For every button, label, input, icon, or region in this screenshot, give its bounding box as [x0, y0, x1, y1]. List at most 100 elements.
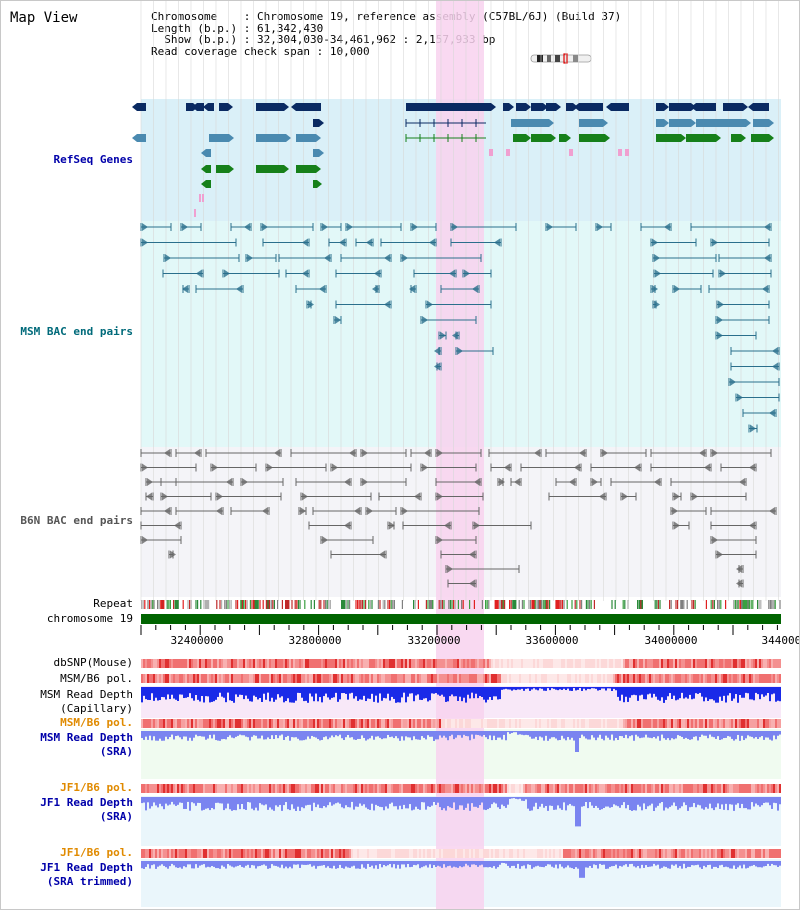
bac-end-pair — [716, 300, 770, 309]
gene-exon — [313, 149, 319, 157]
gene-exon — [313, 119, 319, 127]
bac-end-pair — [140, 521, 182, 530]
axis-tick-label: 33200000 — [407, 634, 461, 647]
gene-exon — [137, 103, 146, 111]
bac-end-pair — [222, 269, 280, 278]
bac-end-pair — [413, 269, 457, 278]
gene-exon — [511, 119, 549, 127]
b6n-bac-pairs — [140, 449, 777, 588]
bac-end-pair — [345, 223, 402, 231]
bac-end-pair — [210, 463, 257, 472]
bac-end-pair — [410, 449, 432, 457]
show-label: Show (b.p.) — [164, 33, 238, 46]
msm-bac-pairs — [140, 223, 780, 433]
coverage-value: 10,000 — [329, 44, 370, 58]
bac-end-pair — [434, 347, 442, 355]
gene-exon — [206, 149, 211, 157]
bac-end-pair — [145, 492, 154, 501]
gene-exon — [656, 134, 681, 142]
bac-end-pair — [195, 285, 244, 293]
position-axis — [140, 625, 778, 635]
bac-end-pair — [140, 238, 237, 247]
bac-end-pair — [497, 478, 505, 486]
axis-tick-label: 32400000 — [170, 634, 224, 647]
bac-end-pair — [330, 463, 412, 472]
gene-exon — [723, 103, 743, 111]
chromosome-label: Chromosome — [151, 10, 218, 23]
gene-exon — [256, 134, 286, 142]
gene-exon — [753, 119, 769, 127]
window-title: Map View — [10, 10, 78, 26]
gene-exon — [503, 103, 509, 111]
gene-exon — [256, 103, 284, 111]
bac-end-pair — [545, 223, 577, 231]
bac-end-pair — [730, 347, 780, 355]
bac-end-pair — [360, 449, 407, 457]
gene-exon — [531, 134, 551, 142]
gene-exon — [546, 103, 556, 111]
gene-exon — [579, 103, 603, 111]
chromosome-track-label: chromosome 19 — [46, 612, 133, 625]
repeat-track-label: Repeat — [93, 597, 133, 610]
bac-end-pair — [295, 478, 352, 486]
gene-exon — [296, 165, 316, 173]
bac-end-pair — [490, 463, 512, 472]
bac-end-pair — [710, 507, 777, 515]
refseq-genes — [132, 103, 774, 217]
bac-end-pair — [330, 550, 387, 559]
bac-end-pair — [710, 238, 770, 247]
b6n-bac-track-label[interactable]: B6N BAC end pairs — [20, 514, 133, 527]
bac-end-pair — [445, 565, 520, 573]
bac-end-pair — [670, 478, 747, 486]
gene-exon — [566, 103, 573, 111]
bac-end-pair — [140, 449, 172, 457]
gene-exon — [256, 165, 284, 173]
bac-end-pair — [748, 424, 758, 433]
bac-end-pair — [435, 536, 477, 544]
bac-end-pair — [160, 492, 212, 501]
bac-end-pair — [690, 223, 772, 231]
bac-end-pair — [710, 449, 772, 457]
bac-end-pair — [140, 507, 172, 515]
bac-end-pair — [620, 492, 637, 501]
bac-end-pair — [175, 449, 202, 457]
bac-end-pair — [308, 521, 352, 530]
bac-end-pair — [140, 223, 172, 231]
bac-end-pair — [320, 536, 374, 544]
bac-end-pair — [140, 463, 197, 472]
bac-end-pair — [600, 449, 647, 457]
repeat-track — [141, 600, 781, 609]
msm-bac-track-label[interactable]: MSM BAC end pairs — [20, 325, 133, 338]
bac-end-pair — [735, 393, 780, 402]
bac-end-pair — [653, 269, 714, 278]
bac-end-pair — [736, 579, 744, 588]
bac-end-pair — [260, 223, 314, 231]
bac-end-pair — [409, 285, 417, 293]
bac-end-pair — [162, 269, 204, 278]
bac-end-pair — [450, 223, 517, 231]
msm-b6-pol-label: MSM/B6 pol. — [60, 672, 133, 685]
gene-exon — [696, 103, 716, 111]
bac-end-pair — [715, 331, 757, 340]
bac-end-pair — [672, 285, 702, 293]
bac-end-pair — [650, 463, 712, 472]
bac-end-pair — [728, 378, 780, 386]
bac-end-pair — [410, 223, 437, 231]
bac-end-pair — [372, 285, 380, 293]
bac-end-pair — [175, 507, 224, 515]
bac-end-pair — [590, 463, 642, 472]
refseq-track-label[interactable]: RefSeq Genes — [53, 153, 133, 166]
axis-tick-label: 34400000 — [761, 634, 800, 647]
bac-end-pair — [715, 550, 757, 559]
bac-end-pair — [205, 449, 282, 457]
gene-exon — [513, 134, 526, 142]
bac-end-pair — [650, 285, 658, 293]
bac-end-pair — [718, 269, 772, 278]
bac-end-pair — [182, 285, 190, 293]
bac-end-pair — [425, 300, 492, 309]
bac-end-pair — [380, 238, 437, 247]
jf1-depth-label: JF1 Read Depth (SRA) — [40, 796, 133, 823]
bac-end-pair — [312, 507, 362, 515]
